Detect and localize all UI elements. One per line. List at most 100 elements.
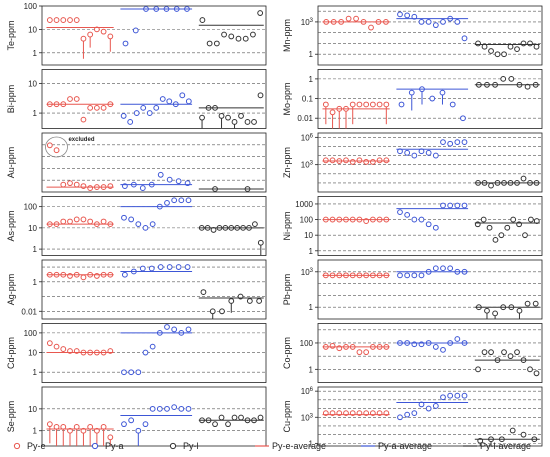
data-point-py-l: [218, 113, 225, 119]
data-point-py-a: [171, 197, 178, 204]
data-point-py-e: [80, 183, 87, 190]
data-point-py-a: [171, 404, 178, 411]
data-point-py-a: [121, 271, 128, 278]
data-point-py-a: [121, 421, 127, 428]
data-point-py-l: [533, 43, 540, 50]
y-tick-label: 100: [300, 216, 314, 225]
data-point-py-a: [404, 149, 411, 156]
data-point-py-a: [128, 216, 135, 223]
data-point-py-a: [185, 98, 192, 105]
legend-label-py-a-average: Py-a-average: [378, 441, 432, 451]
data-point-py-a: [157, 264, 164, 270]
data-point-py-l: [206, 40, 213, 47]
data-point-py-l: [527, 40, 533, 47]
data-point-py-a: [447, 392, 454, 399]
data-point-py-e: [353, 15, 359, 22]
panel-frame: [317, 69, 543, 129]
data-point-py-a: [166, 98, 173, 105]
y-tick-label: 103: [301, 268, 314, 277]
data-point-py-e: [322, 101, 329, 108]
data-point-py-a: [429, 95, 436, 102]
data-point-py-l: [231, 414, 238, 421]
y-tick-label: 1: [33, 368, 38, 377]
data-point-py-a: [184, 264, 191, 270]
data-point-py-l: [522, 232, 528, 239]
data-point-py-a: [178, 197, 185, 204]
panel-pb: 1 103 Pb-ppm: [282, 259, 543, 320]
data-point-py-e: [376, 157, 383, 164]
legend-marker-py-l: [169, 442, 177, 450]
data-point-py-l: [498, 232, 505, 239]
data-point-py-a: [132, 27, 139, 34]
data-point-py-a: [139, 185, 146, 191]
data-point-py-l: [480, 216, 487, 223]
y-tick-label: 1: [309, 365, 314, 374]
data-point-py-l: [228, 33, 235, 40]
data-point-py-l: [486, 224, 493, 231]
data-point-py-e: [107, 434, 114, 441]
data-point-py-e: [93, 104, 100, 111]
data-point-py-a: [432, 344, 439, 350]
data-point-py-l: [494, 51, 501, 58]
data-point-py-a: [425, 149, 432, 156]
data-point-py-e: [67, 218, 73, 225]
y-tick-label: 10: [304, 231, 313, 240]
data-point-py-a: [397, 11, 403, 18]
data-point-py-a: [440, 265, 446, 272]
panel-frame: [41, 196, 267, 256]
data-point-py-a: [121, 214, 127, 221]
data-point-py-a: [142, 421, 149, 428]
data-point-py-a: [185, 405, 192, 412]
data-point-py-a: [454, 139, 461, 146]
data-point-py-a: [149, 405, 156, 412]
data-point-py-a: [454, 336, 461, 342]
y-axis-label: Ni-ppm: [282, 211, 292, 240]
data-point-py-l: [228, 298, 235, 304]
data-point-py-l: [199, 114, 205, 121]
data-point-py-e: [67, 96, 73, 102]
panels: 110100Te-ppm110Bi-ppmAu-ppmexcluded11010…: [6, 2, 543, 448]
data-point-py-a: [404, 12, 411, 19]
data-point-py-l: [221, 31, 227, 38]
data-point-py-l: [520, 431, 527, 438]
data-point-py-l: [508, 75, 515, 82]
data-point-py-e: [349, 159, 356, 165]
data-point-py-a: [449, 101, 456, 108]
data-point-py-l: [244, 119, 251, 125]
data-point-py-a: [397, 414, 403, 421]
data-point-py-a: [461, 202, 468, 209]
legend-label-py-l-average: Py-l-average: [480, 441, 531, 451]
data-point-py-e: [356, 101, 363, 108]
data-point-py-e: [60, 346, 67, 352]
y-axis-label: Cd-ppm: [6, 337, 16, 369]
data-point-py-a: [128, 369, 135, 376]
data-point-py-a: [164, 324, 170, 330]
y-tick-label: 100: [24, 203, 38, 212]
data-point-py-l: [257, 10, 264, 16]
data-point-py-a: [148, 265, 155, 272]
data-point-py-e: [100, 218, 107, 225]
y-tick-label: 1: [309, 439, 314, 448]
y-tick-label: 1: [33, 427, 38, 436]
legend-label-py-l: Py-l: [183, 441, 199, 451]
data-point-py-a: [411, 152, 418, 159]
legend: Py-e Py-a Py-l Py-e-average Py-a-average Py-l…: [13, 441, 531, 451]
data-point-py-a: [454, 202, 461, 209]
data-point-py-l: [488, 182, 494, 189]
y-axis-label: Cu-ppm: [282, 400, 292, 432]
data-point-py-a: [149, 221, 156, 228]
data-point-py-a: [156, 405, 163, 412]
panel-frame: [317, 196, 543, 256]
data-point-py-a: [398, 101, 405, 108]
data-point-py-a: [179, 92, 186, 99]
data-point-py-l: [520, 175, 527, 182]
y-tick-label: 1: [33, 49, 38, 58]
y-axis-label: Au-ppm: [6, 147, 16, 179]
y-axis-label: Zn-ppm: [282, 147, 292, 178]
data-point-py-l: [242, 35, 249, 42]
data-point-py-e: [356, 157, 363, 164]
data-point-py-l: [257, 92, 264, 99]
data-point-py-e: [93, 427, 100, 434]
legend-label-py-e: Py-e: [27, 441, 46, 451]
